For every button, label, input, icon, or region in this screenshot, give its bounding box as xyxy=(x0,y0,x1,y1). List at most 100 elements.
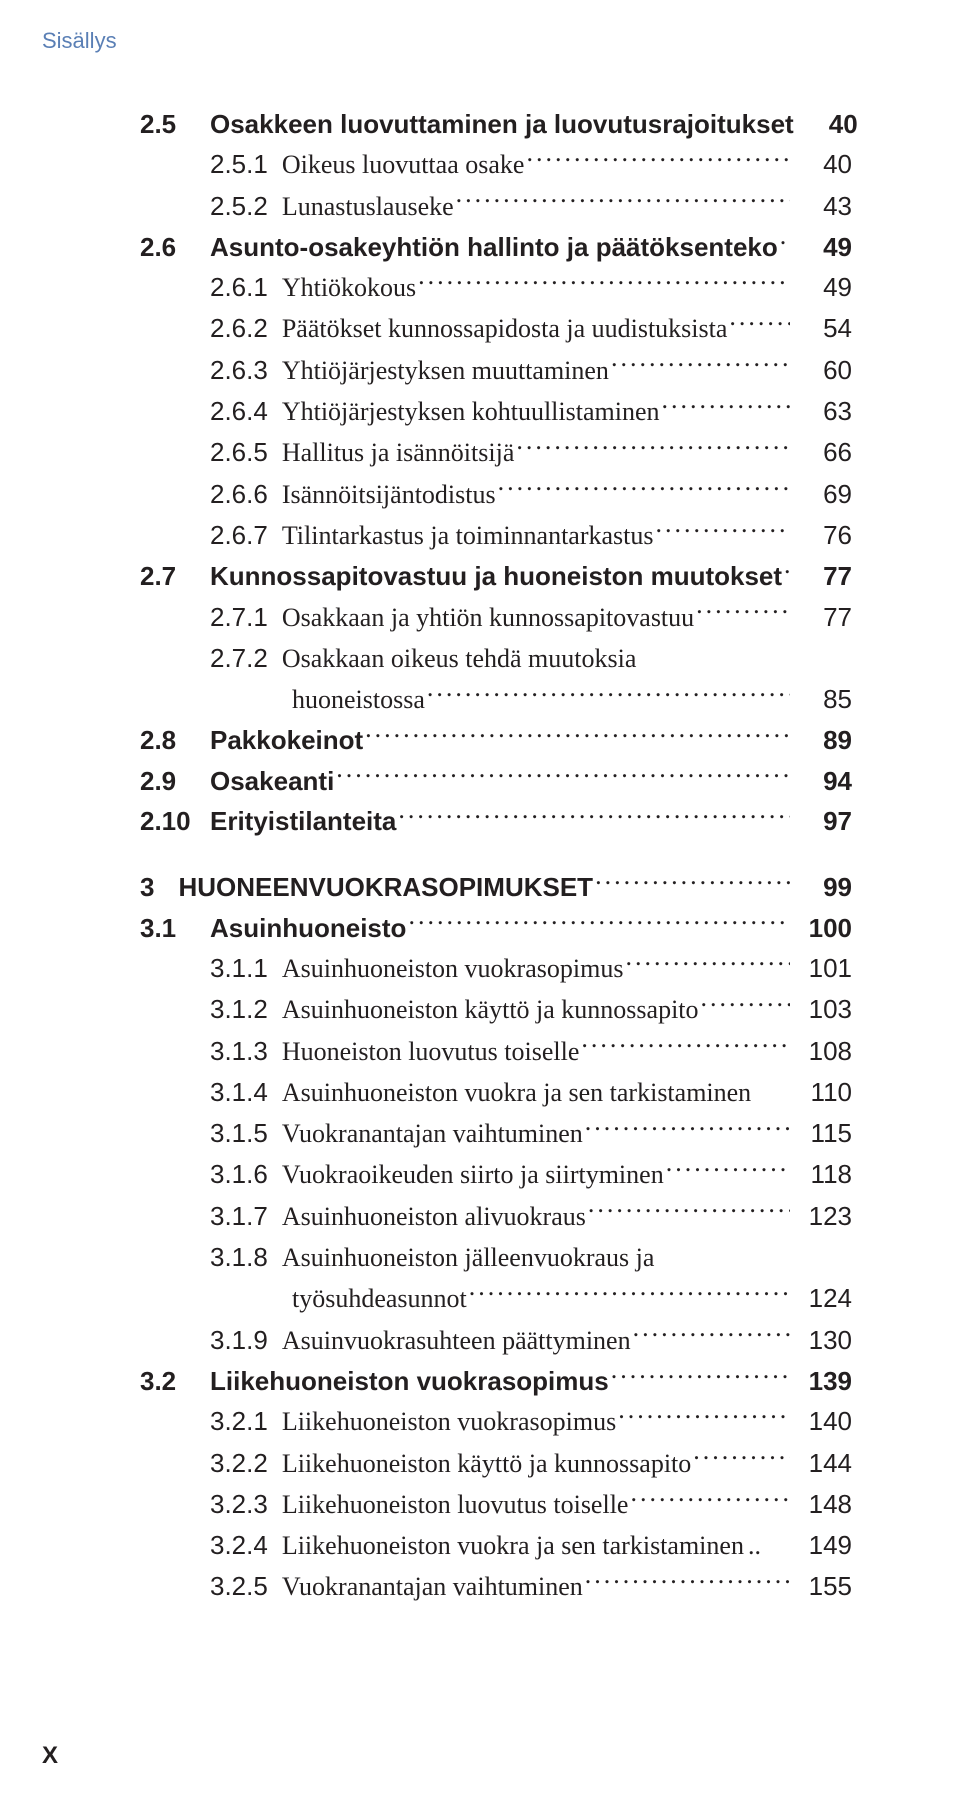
toc-section-title: Erityistilanteita xyxy=(210,801,396,841)
toc-entry: 3.2.4Liikehuoneiston vuokra ja sen tarki… xyxy=(140,1525,852,1566)
toc-page-number: 100 xyxy=(796,908,852,948)
toc-page-number: 144 xyxy=(796,1443,852,1483)
leader-dots xyxy=(336,764,790,790)
toc-entry: 3.2.2Liikehuoneiston käyttö ja kunnossap… xyxy=(140,1443,852,1484)
toc-subsection-number: 3.1.3 xyxy=(210,1031,268,1071)
toc-page-number: 155 xyxy=(796,1566,852,1606)
document-page: Sisällys 2.5Osakkeen luovuttaminen ja lu… xyxy=(0,0,960,1806)
toc-subsection-number: 3.1.5 xyxy=(210,1113,268,1153)
toc-entry: 3.1.7Asuinhuoneiston alivuokraus123 xyxy=(140,1196,852,1237)
leader-dots xyxy=(516,435,790,461)
leader-dots xyxy=(784,559,790,585)
leader-dots xyxy=(427,682,790,708)
toc-page-number: 60 xyxy=(796,350,852,390)
toc-page-number: 63 xyxy=(796,391,852,431)
toc-subsection-title: Asuinhuoneiston alivuokraus xyxy=(282,1197,586,1237)
leader-dots xyxy=(398,804,790,830)
toc-subsection-title: Yhtiökokous xyxy=(282,268,416,308)
toc-page-number: 97 xyxy=(796,801,852,841)
leader-dots xyxy=(469,1281,790,1307)
toc-page-number: 40 xyxy=(796,144,852,184)
toc-page-number: 140 xyxy=(796,1401,852,1441)
toc-subsection-number: 2.6.7 xyxy=(210,515,268,555)
toc-subsection-number: 3.1.1 xyxy=(210,948,268,988)
toc-page-number: 89 xyxy=(796,720,852,760)
toc-chapter-number: 3 xyxy=(140,867,154,907)
toc-subsection-number: 3.2.3 xyxy=(210,1484,268,1524)
toc-page-number: 49 xyxy=(796,267,852,307)
leader-dots xyxy=(585,1116,790,1142)
toc-entry: 3.2.1Liikehuoneiston vuokrasopimus140 xyxy=(140,1401,852,1442)
leader-dots xyxy=(666,1157,790,1183)
toc-entry: 2.6.6Isännöitsijäntodistus69 xyxy=(140,474,852,515)
toc-entry: 2.10Erityistilanteita 97 xyxy=(140,801,852,841)
toc-subsection-number: 2.5.2 xyxy=(210,186,268,226)
toc-subsection-title: Päätökset kunnossapidosta ja uudistuksis… xyxy=(282,309,728,349)
toc-subsection-number: 2.7.2 xyxy=(210,638,268,678)
toc-subsection-title: Asuinhuoneiston käyttö ja kunnossapito xyxy=(282,990,699,1030)
toc-subsection-number: 3.1.2 xyxy=(210,989,268,1029)
leader-dots xyxy=(526,147,790,173)
leader-dots xyxy=(656,518,790,544)
toc-entry: 2.5.1Oikeus luovuttaa osake40 xyxy=(140,144,852,185)
running-header: Sisällys xyxy=(42,28,117,54)
toc-page-number: 101 xyxy=(796,948,852,988)
section-gap xyxy=(140,841,852,867)
toc-subsection-number: 3.1.8 xyxy=(210,1237,268,1277)
toc-page-number: 54 xyxy=(796,308,852,348)
toc-subsection-title: Vuokranantajan vaihtuminen xyxy=(282,1567,583,1607)
toc-section-number: 2.8 xyxy=(140,720,210,760)
toc-section-number: 3.1 xyxy=(140,908,210,948)
toc-subsection-title: Hallitus ja isännöitsijä xyxy=(282,433,515,473)
toc-entry: 3.1Asuinhuoneisto 100 xyxy=(140,908,852,948)
leader-dots xyxy=(701,992,790,1018)
toc-entry: 2.6.2Päätökset kunnossapidosta ja uudist… xyxy=(140,308,852,349)
toc-section-title: Asuinhuoneisto xyxy=(210,908,406,948)
toc-page-number: 76 xyxy=(796,515,852,555)
leader-dots xyxy=(456,189,790,215)
toc-entry: 3.2.3Liikehuoneiston luovutus toiselle14… xyxy=(140,1484,852,1525)
toc-subsection-title: Vuokraoikeuden siirto ja siirtyminen xyxy=(282,1155,664,1195)
toc-page-number: 66 xyxy=(796,432,852,472)
toc-page-number: 85 xyxy=(796,679,852,719)
toc-page-number: 148 xyxy=(796,1484,852,1524)
toc-page-number: 130 xyxy=(796,1320,852,1360)
toc-subsection-number: 2.7.1 xyxy=(210,597,268,637)
toc-entry: 3.1.5Vuokranantajan vaihtuminen115 xyxy=(140,1113,852,1154)
toc-entry: huoneistossa 85 xyxy=(140,679,852,720)
toc-section-number: 2.6 xyxy=(140,227,210,267)
toc-subsection-number: 2.6.6 xyxy=(210,474,268,514)
leader-dots xyxy=(585,1569,790,1595)
toc-entry: 2.7.2Osakkaan oikeus tehdä muutoksia xyxy=(140,638,852,679)
leader-dots xyxy=(630,1487,790,1513)
toc-subsection-number: 2.6.1 xyxy=(210,267,268,307)
toc-subsection-title: Tilintarkastus ja toiminnantarkastus xyxy=(282,516,654,556)
leader-dots xyxy=(696,600,790,626)
toc-page-number: 110 xyxy=(796,1072,852,1112)
toc-entry: 3.1.9Asuinvuokrasuhteen päättyminen130 xyxy=(140,1320,852,1361)
toc-subsection-title: Oikeus luovuttaa osake xyxy=(282,145,525,185)
toc-subsection-title: Liikehuoneiston vuokrasopimus xyxy=(282,1402,616,1442)
toc-page-number: 77 xyxy=(796,597,852,637)
toc-entry: 2.9Osakeanti94 xyxy=(140,761,852,801)
leader-dots xyxy=(693,1446,790,1472)
toc-subsection-title-continued: huoneistossa xyxy=(292,680,425,720)
leader-dots xyxy=(588,1199,790,1225)
page-number-marker: X xyxy=(42,1742,58,1770)
toc-subsection-number: 3.2.2 xyxy=(210,1443,268,1483)
leader-dots xyxy=(611,1364,790,1390)
toc-section-number: 2.10 xyxy=(140,801,210,841)
toc-subsection-number: 2.6.5 xyxy=(210,432,268,472)
toc-subsection-title: Yhtiöjärjestyksen kohtuullistaminen xyxy=(282,392,660,432)
toc-subsection-title: Isännöitsijäntodistus xyxy=(282,475,496,515)
toc-subsection-title: Lunastuslauseke xyxy=(282,187,454,227)
toc-entry: 2.6Asunto-osakeyhtiön hallinto ja päätök… xyxy=(140,227,852,267)
toc-entry: 2.7.1Osakkaan ja yhtiön kunnossapitovast… xyxy=(140,597,852,638)
toc-entry: 3HUONEENVUOKRASOPIMUKSET99 xyxy=(140,867,852,907)
toc-section-number: 2.5 xyxy=(140,104,210,144)
leader-dots xyxy=(365,723,790,749)
toc-page-number: 94 xyxy=(796,761,852,801)
toc-subsection-number: 3.1.4 xyxy=(210,1072,268,1112)
toc-entry: 2.6.3Yhtiöjärjestyksen muuttaminen60 xyxy=(140,350,852,391)
leader-dots xyxy=(581,1034,790,1060)
